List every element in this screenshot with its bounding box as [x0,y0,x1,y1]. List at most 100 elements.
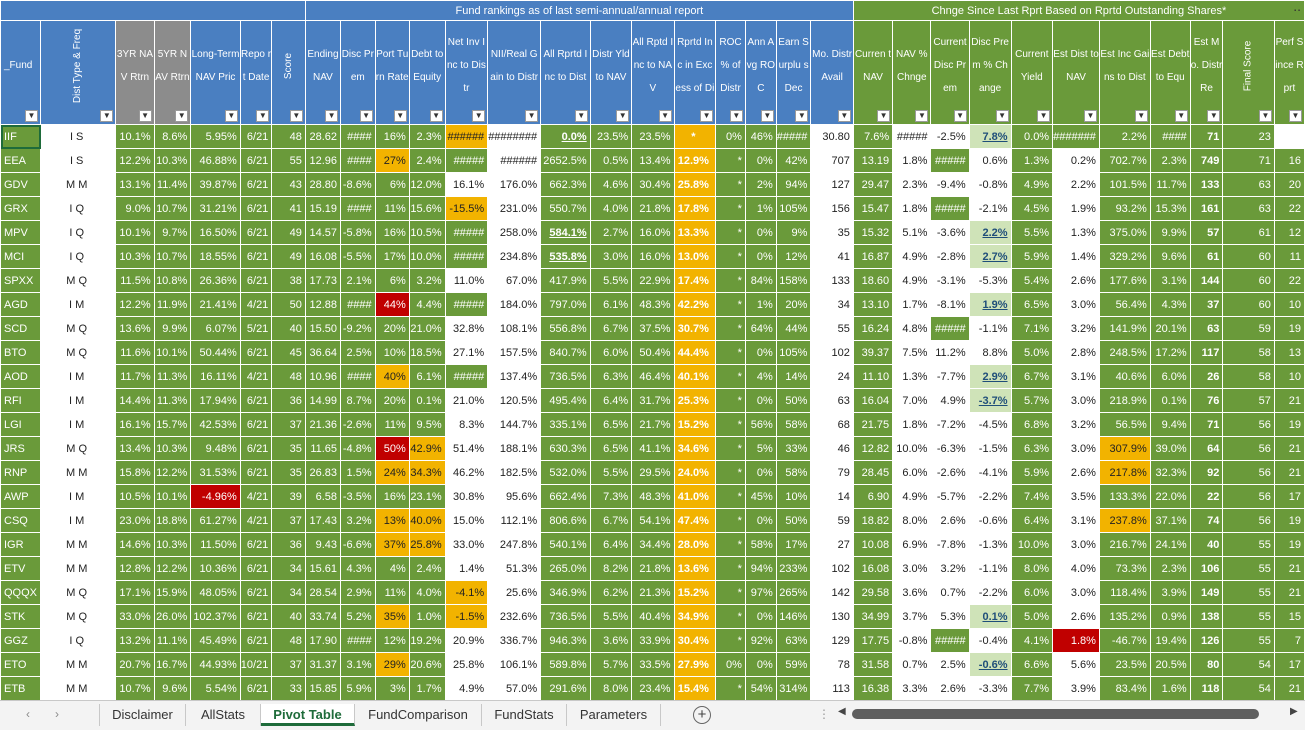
table-cell[interactable]: 20.6% [408,652,446,677]
filter-dropdown-icon[interactable]: ▼ [1037,110,1051,122]
table-cell[interactable]: 2.2% [1052,172,1100,197]
table-cell[interactable]: 1.4% [1052,244,1100,269]
table-cell[interactable]: 6/21 [239,532,273,557]
table-cell[interactable]: IIF [0,124,42,149]
table-cell[interactable]: 0% [744,460,777,485]
table-cell[interactable]: 55 [1222,580,1275,605]
table-cell[interactable]: 37.5% [631,316,675,341]
table-cell[interactable]: 1.3% [892,364,932,389]
table-cell[interactable]: 12.82 [852,436,894,461]
table-cell[interactable]: 11.6% [115,340,155,365]
table-cell[interactable]: 11.3% [153,364,192,389]
filter-dropdown-icon[interactable]: ▼ [1083,110,1097,122]
table-cell[interactable]: -2.2% [968,484,1012,509]
table-cell[interactable]: 10% [374,340,410,365]
table-cell[interactable]: 0% [744,652,777,677]
table-cell[interactable]: 44% [374,292,410,317]
table-cell[interactable]: 40.6% [1098,364,1151,389]
table-cell[interactable]: 5.7% [589,652,633,677]
table-cell[interactable]: 3.0% [892,556,932,581]
table-cell[interactable]: 4.9% [930,388,970,413]
table-cell[interactable]: 15.19 [304,196,342,221]
table-cell[interactable]: 48 [271,628,306,653]
table-cell[interactable]: ##### [892,124,932,149]
table-cell[interactable]: 15.4% [673,676,717,700]
table-cell[interactable]: 10.8% [153,268,192,293]
table-cell[interactable]: 2.8% [1052,340,1100,365]
table-cell[interactable]: 157.5% [487,340,542,365]
table-cell[interactable]: 6.0% [1149,364,1191,389]
table-cell[interactable]: -7.7% [930,364,970,389]
table-cell[interactable]: 46% [744,124,777,149]
table-cell[interactable]: 42.2% [673,292,717,317]
table-cell[interactable]: 5.54% [190,676,241,700]
table-cell[interactable]: 71 [1189,412,1224,437]
table-cell[interactable]: 6.1% [408,364,446,389]
table-cell[interactable]: 28.0% [673,532,717,557]
table-cell[interactable]: M M [40,172,117,197]
table-cell[interactable]: 27.1% [444,340,489,365]
table-cell[interactable]: 22.9% [631,268,675,293]
table-cell[interactable]: -1.1% [968,556,1012,581]
table-cell[interactable]: 1% [744,196,777,221]
table-cell[interactable]: 13.1% [115,172,155,197]
table-cell[interactable]: 17 [1273,652,1305,677]
table-cell[interactable]: 15 [1273,604,1305,629]
table-cell[interactable]: 74 [1189,508,1224,533]
table-cell[interactable]: 19.2% [408,628,446,653]
table-cell[interactable]: 23.0% [115,508,155,533]
table-cell[interactable]: 17.75 [852,628,894,653]
table-cell[interactable]: 30.4% [631,172,675,197]
table-cell[interactable]: 10.5% [115,484,155,509]
column-header[interactable]: NII/Real Gain to Distr ▼ [487,20,542,125]
filter-dropdown-icon[interactable]: ▼ [359,110,373,122]
column-header[interactable]: Disc Prem % Change ▼ [968,20,1012,125]
table-cell[interactable]: 37 [271,508,306,533]
table-cell[interactable]: 4.8% [892,316,932,341]
table-cell[interactable]: 3.2% [408,268,446,293]
table-cell[interactable]: * [715,388,746,413]
table-cell[interactable]: 50% [775,508,812,533]
table-cell[interactable]: 7.0% [892,388,932,413]
table-cell[interactable]: 6.4% [1010,508,1054,533]
table-cell[interactable]: 6/21 [239,628,273,653]
table-cell[interactable]: 2.1% [340,268,376,293]
table-cell[interactable]: 0% [715,124,746,149]
table-cell[interactable]: 1% [744,292,777,317]
table-cell[interactable]: 231.0% [487,196,542,221]
table-cell[interactable]: 25.8% [408,532,446,557]
table-cell[interactable]: AGD [0,292,42,317]
table-cell[interactable]: 29.5% [631,460,675,485]
table-cell[interactable]: 0% [744,604,777,629]
table-cell[interactable]: 10.1% [115,124,155,149]
table-cell[interactable]: 40% [374,364,410,389]
table-cell[interactable]: 39 [271,484,306,509]
table-cell[interactable]: 258.0% [487,220,542,245]
table-cell[interactable]: 56% [744,412,777,437]
table-cell[interactable]: 4.1% [1010,628,1054,653]
table-cell[interactable]: EEA [0,148,42,173]
table-cell[interactable]: 19 [1273,508,1305,533]
table-cell[interactable]: 55 [1222,556,1275,581]
table-cell[interactable]: 3.0% [1052,292,1100,317]
table-cell[interactable]: 6/21 [239,124,273,149]
table-cell[interactable]: 2.5% [930,652,970,677]
table-cell[interactable]: 184.0% [487,292,542,317]
table-cell[interactable]: 10.36% [190,556,241,581]
table-cell[interactable]: 21.41% [190,292,241,317]
table-cell[interactable]: 16.50% [190,220,241,245]
table-cell[interactable]: 2.3% [1149,556,1191,581]
table-cell[interactable]: * [715,196,746,221]
table-cell[interactable]: 45.49% [190,628,241,653]
table-cell[interactable]: -3.3% [968,676,1012,700]
table-cell[interactable]: -9.4% [930,172,970,197]
table-cell[interactable]: 4/21 [239,484,273,509]
table-cell[interactable]: 27% [374,148,410,173]
table-cell[interactable]: 702.7% [1098,148,1151,173]
table-cell[interactable]: 10% [775,484,812,509]
table-cell[interactable]: 4.6% [589,172,633,197]
table-cell[interactable]: 112.1% [487,508,542,533]
table-cell[interactable]: 29.58 [852,580,894,605]
table-cell[interactable]: 55 [1222,532,1275,557]
table-cell[interactable]: 35 [271,436,306,461]
